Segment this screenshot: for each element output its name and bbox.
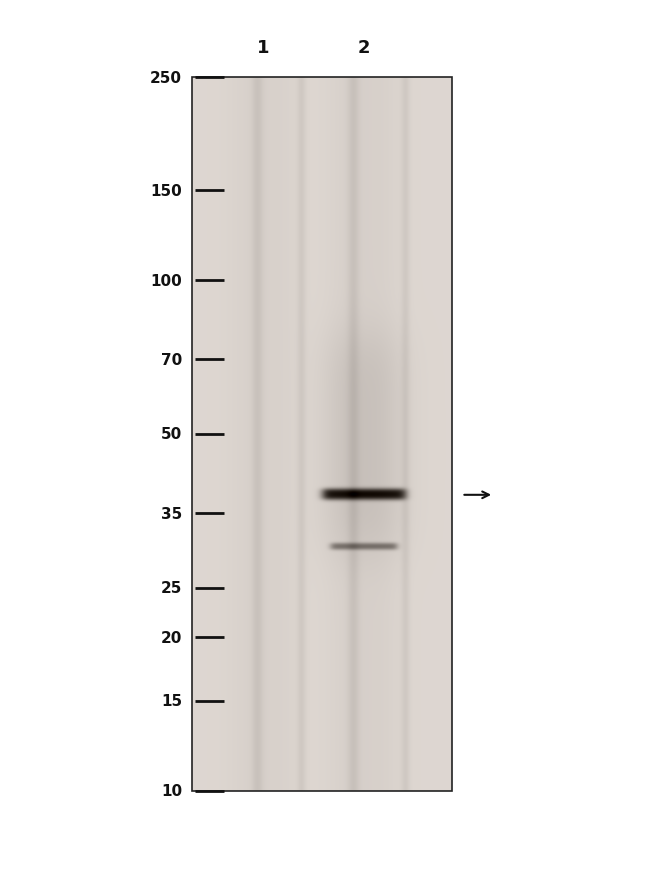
Text: 50: 50: [161, 427, 182, 442]
Text: 100: 100: [150, 274, 182, 289]
Text: 20: 20: [161, 630, 182, 645]
Bar: [192, 78, 452, 791]
Text: 35: 35: [161, 506, 182, 521]
Text: 1: 1: [257, 39, 270, 56]
Text: 15: 15: [161, 693, 182, 708]
Text: 70: 70: [161, 353, 182, 368]
Text: 150: 150: [150, 183, 182, 199]
Text: 2: 2: [358, 39, 370, 56]
Text: 25: 25: [161, 580, 182, 595]
Bar: [192, 78, 452, 791]
Text: 10: 10: [161, 783, 182, 799]
Text: 250: 250: [150, 70, 182, 86]
